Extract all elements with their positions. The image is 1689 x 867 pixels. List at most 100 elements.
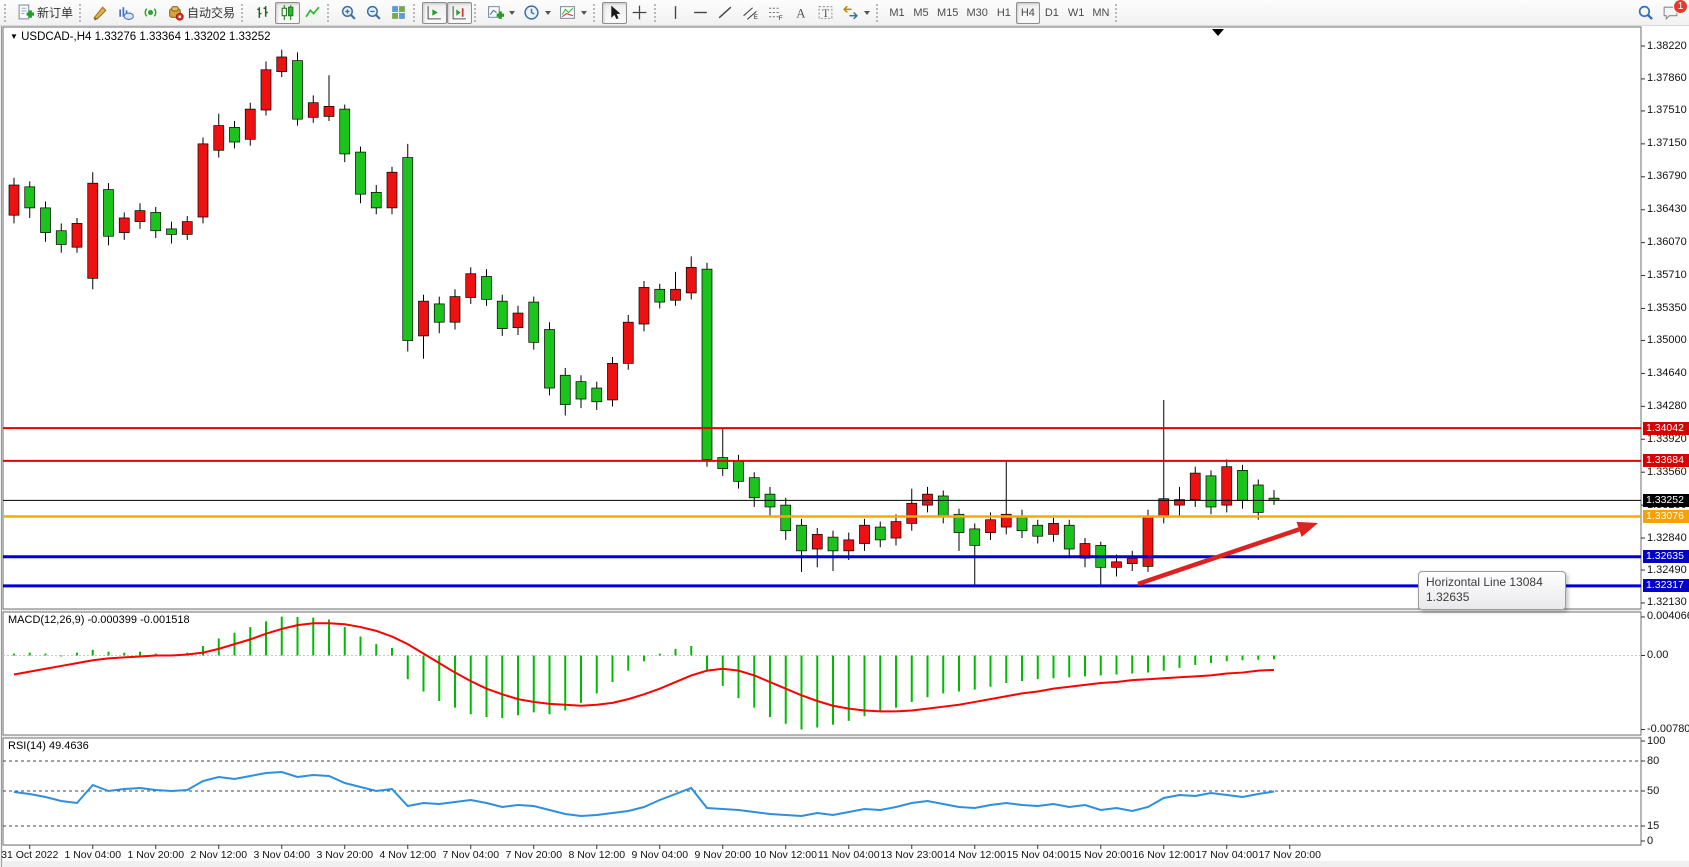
clock-icon bbox=[523, 4, 540, 21]
new-chart-dropdown-caret[interactable] bbox=[509, 10, 516, 15]
candles bbox=[8, 49, 1280, 586]
fibonacci-tool-button[interactable]: F bbox=[763, 2, 788, 24]
new-chart-icon bbox=[487, 4, 505, 21]
search-button[interactable] bbox=[1633, 2, 1658, 24]
channel-icon: E bbox=[742, 4, 759, 21]
trendline-icon bbox=[717, 4, 734, 21]
timeframe-label: M5 bbox=[913, 6, 929, 19]
timeframe-label: M30 bbox=[966, 6, 988, 19]
period-dropdown-caret[interactable] bbox=[545, 10, 552, 15]
channel-e-glyph: E bbox=[754, 14, 758, 21]
toolbar-grip[interactable] bbox=[241, 3, 248, 22]
crosshair-tool-button[interactable] bbox=[627, 2, 652, 24]
toolbar-grip[interactable] bbox=[654, 3, 661, 22]
chart-profile-button[interactable] bbox=[113, 2, 138, 24]
fibonacci-icon: F bbox=[767, 4, 784, 21]
timeframe-button-m15[interactable]: M15 bbox=[933, 2, 962, 24]
timeframe-label: D1 bbox=[1044, 6, 1059, 19]
timeframe-label: H1 bbox=[996, 6, 1011, 19]
search-icon bbox=[1637, 4, 1654, 21]
pane-border bbox=[2, 611, 1642, 736]
timeframe-button-h1[interactable]: H1 bbox=[992, 2, 1016, 24]
auto-scroll-icon bbox=[426, 4, 443, 21]
candlestick-type-button[interactable] bbox=[275, 1, 301, 24]
arrows-icon bbox=[842, 4, 859, 21]
period-button[interactable] bbox=[519, 2, 555, 24]
horizontal-line-tool-button[interactable] bbox=[688, 2, 713, 24]
cursor-tool-button[interactable] bbox=[602, 1, 628, 24]
bar-chart-type-button[interactable] bbox=[250, 2, 275, 24]
chart-plot bbox=[1, 26, 1689, 867]
auto-trading-label: 自动交易 bbox=[187, 6, 236, 20]
zoom-out-button[interactable] bbox=[361, 2, 386, 24]
tile-windows-button[interactable] bbox=[386, 2, 411, 24]
auto-trading-icon bbox=[167, 4, 184, 21]
timeframe-button-mn[interactable]: MN bbox=[1088, 2, 1113, 24]
text-label-tool-button[interactable]: T bbox=[813, 2, 838, 24]
text-tool-button[interactable]: A bbox=[788, 2, 813, 24]
timeframe-label: W1 bbox=[1067, 6, 1085, 19]
toolbar-grip[interactable] bbox=[1115, 3, 1122, 22]
arrows-dropdown-caret[interactable] bbox=[864, 10, 871, 15]
new-chart-button[interactable] bbox=[483, 2, 519, 24]
timeframe-label: H4 bbox=[1020, 6, 1035, 19]
timeframe-button-h4[interactable]: H4 bbox=[1015, 1, 1040, 24]
zoom-in-button[interactable] bbox=[336, 2, 361, 24]
timeframe-button-m30[interactable]: M30 bbox=[962, 2, 991, 24]
toolbar-grip[interactable] bbox=[593, 3, 600, 22]
signal-button[interactable] bbox=[138, 2, 163, 24]
toolbar-grip[interactable] bbox=[327, 3, 334, 22]
vertical-line-tool-button[interactable] bbox=[663, 2, 688, 24]
candlestick-icon bbox=[279, 4, 296, 21]
toolbar-grip[interactable] bbox=[413, 3, 420, 22]
auto-trading-button[interactable]: 自动交易 bbox=[163, 2, 239, 24]
auto-scroll-button[interactable] bbox=[422, 1, 448, 24]
timeframe-label: M1 bbox=[889, 6, 905, 19]
timeframe-button-m5[interactable]: M5 bbox=[909, 2, 933, 24]
line-chart-icon bbox=[304, 4, 321, 21]
template-dropdown-caret[interactable] bbox=[581, 10, 588, 15]
crosshair-icon bbox=[631, 4, 648, 21]
toolbar-grip[interactable] bbox=[4, 3, 11, 22]
tile-windows-icon bbox=[390, 4, 407, 21]
timeframe-button-d1[interactable]: D1 bbox=[1040, 2, 1064, 24]
timeframe-button-m1[interactable]: M1 bbox=[885, 2, 909, 24]
bar-chart-icon bbox=[254, 4, 271, 21]
macd-histogram bbox=[13, 616, 1275, 730]
crayon-tool-button[interactable] bbox=[88, 2, 113, 24]
chart-canvas[interactable] bbox=[0, 26, 1689, 867]
notifications-button[interactable]: 1 bbox=[1658, 0, 1688, 24]
horizontal-line-icon bbox=[692, 4, 709, 21]
macd-signal-line bbox=[13, 622, 1275, 713]
equidistant-channel-tool-button[interactable]: E bbox=[738, 2, 763, 24]
pane-border bbox=[2, 26, 1642, 610]
toolbar-grip[interactable] bbox=[79, 3, 86, 22]
timeframe-label: M15 bbox=[937, 6, 959, 19]
chart-cloud-icon bbox=[117, 4, 134, 21]
text-label-icon: T bbox=[817, 4, 834, 21]
svg-text:A: A bbox=[796, 6, 806, 20]
crayon-icon bbox=[92, 4, 109, 21]
vertical-line-icon bbox=[667, 4, 684, 21]
trend-arrow-line[interactable] bbox=[1137, 527, 1300, 587]
toolbar-grip[interactable] bbox=[876, 3, 883, 22]
new-order-label: 新订单 bbox=[37, 6, 74, 20]
template-button[interactable] bbox=[555, 2, 591, 24]
signal-icon bbox=[142, 4, 159, 21]
fibo-f-glyph: F bbox=[779, 15, 783, 21]
trend-arrow-head bbox=[1296, 521, 1318, 537]
timeframe-label: MN bbox=[1092, 6, 1110, 19]
rsi-line bbox=[13, 770, 1275, 818]
text-a-icon: A bbox=[792, 4, 809, 21]
zoom-in-icon bbox=[340, 4, 357, 21]
timeframe-button-w1[interactable]: W1 bbox=[1064, 2, 1089, 24]
line-chart-type-button[interactable] bbox=[300, 2, 325, 24]
trendline-tool-button[interactable] bbox=[713, 2, 738, 24]
toolbar: 新订单 自动交易 bbox=[0, 0, 1689, 26]
chart-shift-button[interactable] bbox=[447, 1, 473, 24]
template-icon bbox=[559, 4, 576, 21]
arrows-tool-button[interactable] bbox=[838, 2, 874, 24]
toolbar-grip[interactable] bbox=[474, 3, 481, 22]
new-order-button[interactable]: 新订单 bbox=[13, 2, 77, 24]
